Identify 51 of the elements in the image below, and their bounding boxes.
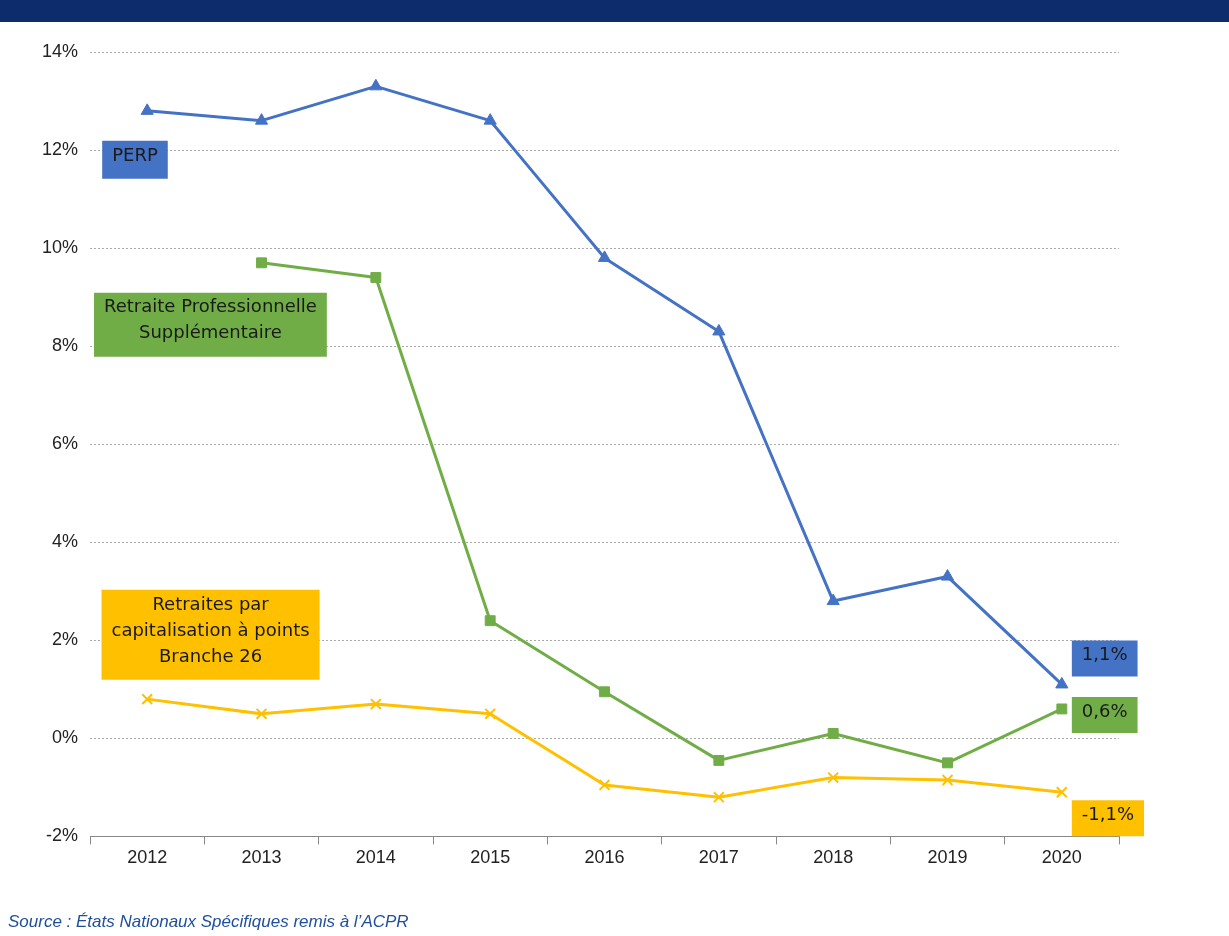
series-label: PERP: [112, 143, 158, 165]
y-tick-label: 0%: [52, 727, 79, 748]
point: [369, 698, 382, 710]
point: [141, 693, 154, 706]
x-tick-label: 2012: [127, 847, 168, 868]
point: [256, 257, 267, 269]
y-tick-label: 12%: [42, 139, 79, 160]
point: [255, 707, 268, 720]
series-label: Retraite Professionnelle Supplémentaire: [104, 295, 317, 343]
x-tick-label: 2019: [927, 847, 968, 868]
x-tick-label: 2013: [241, 847, 282, 868]
y-tick-label: 14%: [42, 40, 79, 61]
point: [1056, 703, 1068, 715]
annotation: 0,6%: [1081, 699, 1128, 721]
point: [1055, 676, 1069, 689]
point: [254, 113, 269, 125]
point: [712, 791, 725, 804]
point: [597, 250, 612, 262]
point: [712, 323, 726, 336]
x-tick-label: 2017: [698, 847, 739, 868]
point: [941, 774, 954, 786]
y-tick-label: 6%: [52, 433, 79, 454]
point: [140, 103, 154, 115]
point: [484, 615, 496, 627]
point: [599, 686, 610, 698]
point: [826, 593, 840, 606]
point: [940, 569, 955, 581]
annotation: 1,1%: [1081, 643, 1128, 665]
point: [827, 771, 840, 784]
point: [942, 757, 953, 769]
point: [713, 754, 725, 766]
point: [1055, 786, 1068, 799]
x-tick-label: 2015: [470, 847, 511, 868]
point: [370, 272, 382, 283]
point: [369, 78, 383, 91]
point: [483, 113, 497, 125]
x-tick-label: 2014: [355, 847, 396, 868]
y-tick-label: -2%: [46, 825, 79, 846]
annotation: -1,1%: [1081, 802, 1135, 824]
point: [827, 728, 839, 739]
text: Retraites par capitalisation à points Branche 26: [111, 592, 310, 666]
source-note: Source : États Nationaux Spécifiques remis à l’ACPR: [8, 912, 409, 932]
point: [484, 707, 497, 720]
y-tick-label: 8%: [52, 335, 79, 356]
y-tick-label: 10%: [42, 237, 79, 258]
x-tick-label: 2020: [1041, 847, 1082, 868]
y-tick-label: 2%: [52, 629, 79, 650]
x-tick-label: 2016: [584, 847, 625, 868]
y-tick-label: 4%: [52, 531, 79, 552]
x-tick-label: 2018: [813, 847, 854, 868]
point: [598, 778, 611, 791]
